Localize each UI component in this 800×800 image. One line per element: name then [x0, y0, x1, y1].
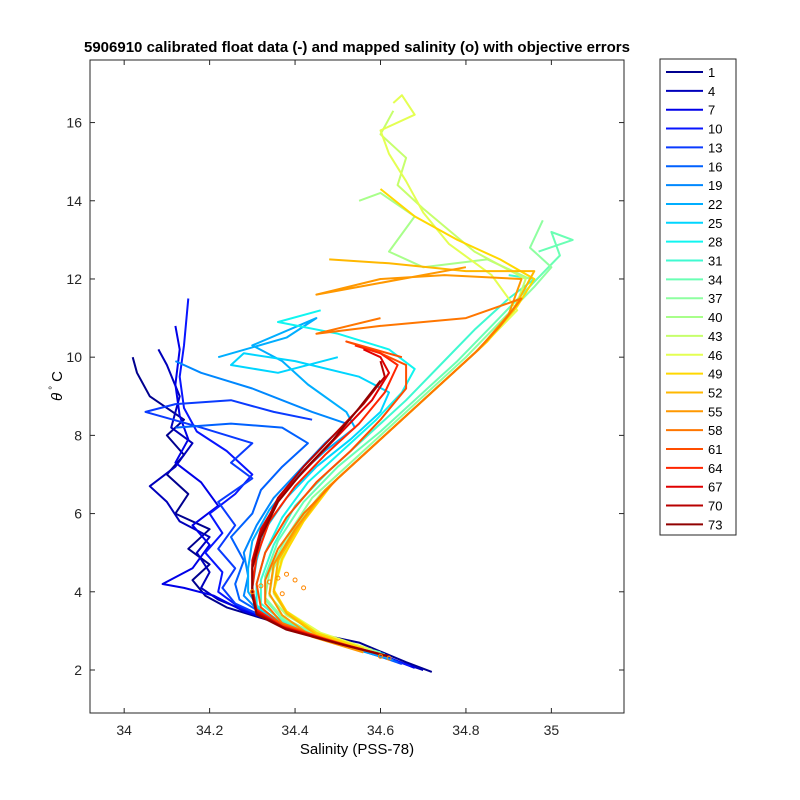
x-axis-label: Salinity (PSS-78)	[300, 741, 414, 758]
legend-entries: 1 4 7 10 13 16 19 22 25 28 31 34 37 40 43 46 49 52 55 58 61 6…	[666, 65, 722, 532]
mapped-marker-0-0	[249, 589, 255, 595]
legend-label-64: 64	[708, 461, 722, 476]
plot-frame	[89, 59, 625, 714]
legend-label-40: 40	[708, 310, 722, 325]
y-tick-label: 8	[74, 427, 82, 443]
legend-label-7: 7	[708, 103, 715, 118]
legend-label-16: 16	[708, 159, 722, 174]
series-line-34	[264, 231, 574, 654]
x-tick-label: 35	[544, 722, 560, 738]
x-tick-label: 34.8	[452, 722, 479, 738]
x-axis-ticks: 34 34.2 34.4 34.6 34.8 35	[116, 60, 559, 738]
legend-label-22: 22	[708, 197, 722, 212]
legend-label-61: 61	[708, 442, 722, 457]
legend-label-13: 13	[708, 140, 722, 155]
marker-layer	[249, 571, 392, 661]
y-tick-label: 16	[66, 115, 82, 131]
mapped-marker-0-6	[301, 585, 307, 591]
series-layer	[131, 94, 574, 673]
legend-label-67: 67	[708, 480, 722, 495]
y-axis-label-unit: C	[49, 371, 66, 382]
legend-label-52: 52	[708, 385, 722, 400]
x-tick-label: 34	[116, 722, 132, 738]
y-axis-label-degree: °	[48, 386, 59, 390]
y-tick-label: 6	[74, 506, 82, 522]
legend-label-70: 70	[708, 499, 722, 514]
legend-label-58: 58	[708, 423, 722, 438]
series-line-25	[230, 352, 390, 658]
legend-label-4: 4	[708, 84, 715, 99]
legend-label-19: 19	[708, 178, 722, 193]
legend-label-10: 10	[708, 122, 722, 137]
series-line-37	[264, 219, 553, 653]
series-line-73	[251, 379, 390, 658]
legend-label-43: 43	[708, 329, 722, 344]
x-tick-label: 34.2	[196, 722, 223, 738]
plot-area: 34 34.2 34.4 34.6 34.8 35 2 4 6 8 10 12 14 16	[66, 59, 625, 738]
y-tick-label: 14	[66, 193, 82, 209]
y-tick-label: 2	[74, 662, 82, 678]
legend-box	[659, 58, 737, 536]
legend-label-46: 46	[708, 348, 722, 363]
series-line-58	[264, 297, 523, 656]
y-axis-ticks: 2 4 6 8 10 12 14 16	[66, 115, 624, 678]
y-tick-label: 12	[66, 271, 82, 287]
mapped-marker-0-4	[284, 571, 290, 577]
mapped-marker-0-1	[258, 583, 264, 589]
mapped-marker-0-5	[292, 577, 298, 583]
y-axis-label: θ ° C	[48, 371, 66, 401]
legend-label-25: 25	[708, 216, 722, 231]
legend-label-28: 28	[708, 235, 722, 250]
legend-label-49: 49	[708, 367, 722, 382]
mapped-marker-1-1	[386, 655, 392, 661]
y-axis-label-symbol: θ	[49, 393, 66, 401]
mapped-marker-0-2	[266, 579, 272, 585]
legend-label-73: 73	[708, 517, 722, 532]
chart-title: 5906910 calibrated float data (-) and ma…	[84, 39, 630, 56]
legend-label-55: 55	[708, 404, 722, 419]
legend-label-1: 1	[708, 65, 715, 80]
legend-label-37: 37	[708, 291, 722, 306]
legend: 1 4 7 10 13 16 19 22 25 28 31 34 37 40 43 46 49 52 55 58 61 6…	[659, 58, 737, 536]
x-tick-label: 34.4	[281, 722, 308, 738]
y-tick-label: 10	[66, 349, 82, 365]
mapped-marker-0-7	[279, 591, 285, 597]
legend-label-31: 31	[708, 254, 722, 269]
mapped-marker-0-3	[275, 575, 281, 581]
x-tick-label: 34.6	[367, 722, 394, 738]
legend-label-34: 34	[708, 272, 722, 287]
y-tick-label: 4	[74, 584, 82, 600]
mapped-marker-1-0	[377, 653, 383, 659]
